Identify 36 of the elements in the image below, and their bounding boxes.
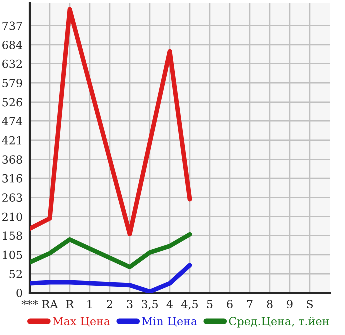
y-tick-label: 684 xyxy=(2,41,22,50)
x-tick-label: RA xyxy=(42,300,58,308)
y-tick-label: 737 xyxy=(2,22,22,30)
y-tick-label: 316 xyxy=(2,174,22,183)
line-series xyxy=(30,7,192,236)
x-tick-label: 6 xyxy=(227,300,233,309)
y-tick-label: 421 xyxy=(2,136,22,145)
legend-label: Max Цена xyxy=(53,317,110,328)
legend-label: Сред.Цена, т.йен xyxy=(229,317,330,328)
x-tick-label: 5 xyxy=(207,300,213,309)
x-tick-label: 7 xyxy=(247,300,253,308)
y-tick-label: 263 xyxy=(2,194,22,202)
x-tick-label: 2 xyxy=(107,300,112,308)
y-tick-label: 0 xyxy=(16,288,22,298)
line-series xyxy=(30,263,192,293)
y-tick-label: 105 xyxy=(3,250,22,260)
x-tick-label: 3 xyxy=(127,300,133,309)
x-tick-label: 4,5 xyxy=(182,300,198,310)
y-tick-label: 158 xyxy=(3,232,22,240)
x-tick-label: 3,5 xyxy=(142,300,158,310)
line-series xyxy=(30,232,192,270)
x-tick-label: 9 xyxy=(287,300,293,309)
x-tick-label: 1 xyxy=(88,300,92,308)
y-tick-label: 210 xyxy=(2,212,22,222)
x-tick-label: 8 xyxy=(267,300,273,309)
y-tick-label: 632 xyxy=(2,60,22,68)
legend-label: Min Цена xyxy=(142,317,198,328)
y-tick-label: 474 xyxy=(2,117,22,126)
y-tick-label: 52 xyxy=(10,270,22,279)
x-tick-label: R xyxy=(66,300,74,308)
x-tick-label: *** xyxy=(22,300,38,306)
x-tick-label: S xyxy=(307,300,313,309)
y-tick-label: 579 xyxy=(2,79,22,88)
x-tick-label: 4 xyxy=(166,300,173,308)
y-tick-label: 526 xyxy=(2,98,22,107)
y-tick-label: 368 xyxy=(2,156,22,164)
